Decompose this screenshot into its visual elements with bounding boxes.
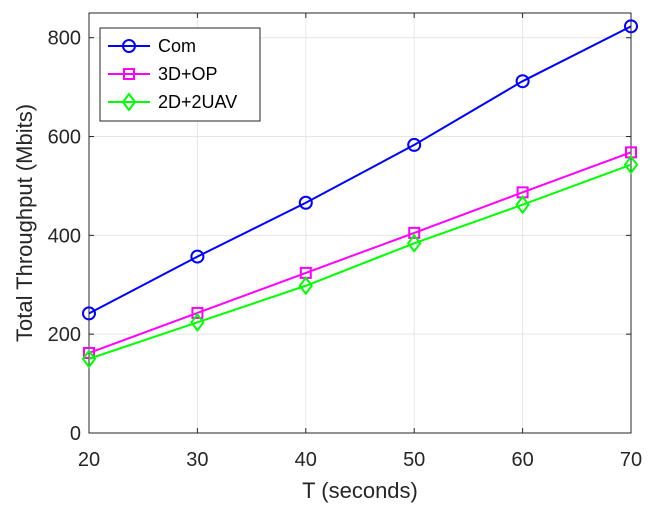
x-axis: 20 30 40 50 60 70 — [78, 13, 642, 471]
legend-label: 3D+OP — [158, 64, 218, 84]
y-axis-label: Total Throughput (Mbits) — [12, 104, 37, 342]
data-point-diamond — [623, 155, 639, 175]
legend-marker-circle — [122, 39, 136, 53]
data-point-diamond — [515, 195, 530, 215]
data-point-circle — [624, 19, 638, 34]
series-com — [82, 19, 638, 321]
x-tick-label: 40 — [295, 449, 317, 471]
data-point-diamond — [406, 233, 422, 253]
y-tick-label: 800 — [48, 28, 81, 50]
x-tick-label: 60 — [511, 449, 533, 471]
y-tick-label: 200 — [48, 324, 81, 346]
data-point-diamond — [298, 276, 314, 296]
legend-marker-diamond — [121, 92, 137, 112]
data-point-circle — [407, 137, 422, 152]
data-point-circle — [515, 74, 530, 89]
x-tick-label: 20 — [78, 449, 100, 471]
legend-label: Com — [158, 36, 196, 56]
legend-item: Com — [108, 36, 196, 56]
x-tick-label: 30 — [186, 449, 208, 471]
data-point-diamond — [81, 349, 97, 369]
data-point-circle — [82, 306, 96, 321]
data-point-circle — [190, 249, 205, 264]
x-tick-label: 50 — [403, 449, 425, 471]
data-point-diamond — [190, 312, 205, 332]
plot-frame — [88, 12, 632, 434]
series-line — [88, 25, 632, 315]
legend-label: 2D+2UAV — [158, 92, 237, 112]
data-point-circle — [298, 195, 313, 210]
y-tick-label: 0 — [70, 423, 81, 445]
x-axis-label: T (seconds) — [302, 478, 418, 503]
data-point-square — [408, 226, 421, 239]
legend-item: 3D+OP — [108, 64, 218, 84]
grid-lines — [88, 13, 632, 434]
y-tick-label: 400 — [48, 225, 81, 247]
x-tick-label: 70 — [620, 449, 642, 471]
series-2d-2uav — [81, 155, 639, 369]
series-line — [88, 163, 632, 360]
y-axis: 0 200 400 600 800 — [48, 28, 631, 445]
legend-marker-square — [123, 68, 135, 80]
legend-item: 2D+2UAV — [108, 92, 237, 112]
data-point-square — [191, 306, 204, 319]
series-group — [81, 19, 639, 369]
legend: Com 3D+OP 2D+2UAV — [99, 27, 261, 122]
y-tick-label: 600 — [48, 127, 81, 149]
series-line — [88, 151, 632, 354]
